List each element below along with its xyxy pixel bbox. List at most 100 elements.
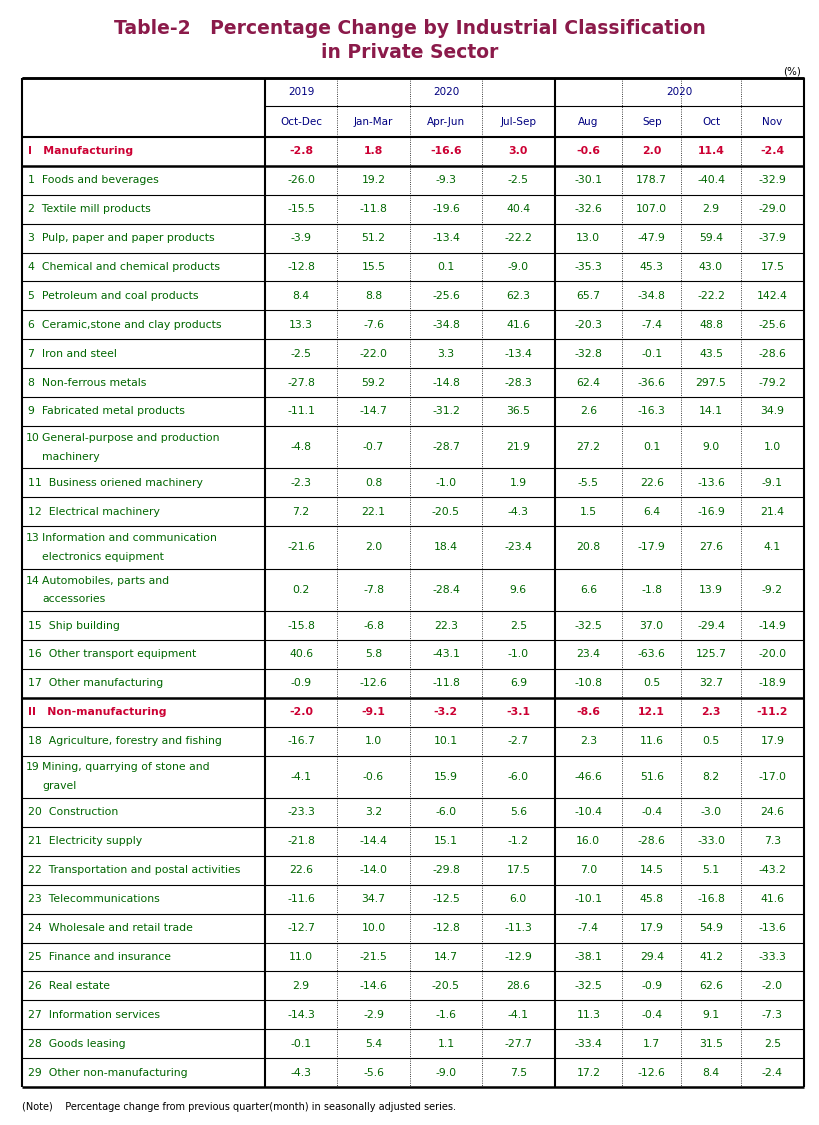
- Text: -9.3: -9.3: [436, 176, 456, 186]
- Text: 2020: 2020: [432, 87, 459, 97]
- Text: -5.5: -5.5: [578, 478, 599, 488]
- Text: 8.2: 8.2: [703, 772, 720, 782]
- Text: -29.8: -29.8: [432, 865, 459, 875]
- Text: 8.4: 8.4: [292, 291, 310, 300]
- Text: 17.5: 17.5: [506, 865, 531, 875]
- Text: 1.0: 1.0: [763, 442, 781, 452]
- Text: 36.5: 36.5: [506, 406, 531, 416]
- Text: Nov: Nov: [762, 117, 782, 127]
- Text: Automobiles, parts and: Automobiles, parts and: [42, 576, 170, 585]
- Text: -14.0: -14.0: [360, 865, 387, 875]
- Text: -0.1: -0.1: [291, 1038, 311, 1048]
- Text: -2.8: -2.8: [289, 146, 313, 156]
- Text: 1.1: 1.1: [437, 1038, 455, 1048]
- Text: 45.8: 45.8: [640, 894, 663, 904]
- Text: 54.9: 54.9: [699, 924, 723, 933]
- Text: 23  Telecommunications: 23 Telecommunications: [28, 894, 160, 904]
- Text: -32.6: -32.6: [574, 205, 602, 214]
- Text: -4.1: -4.1: [508, 1010, 529, 1019]
- Text: 11.3: 11.3: [577, 1010, 600, 1019]
- Text: -7.4: -7.4: [641, 319, 663, 330]
- Text: -27.8: -27.8: [287, 378, 315, 388]
- Text: -0.4: -0.4: [641, 808, 663, 818]
- Text: 32.7: 32.7: [699, 678, 723, 688]
- Text: Aug: Aug: [578, 117, 599, 127]
- Text: 22.1: 22.1: [361, 506, 386, 516]
- Text: 14.5: 14.5: [640, 865, 663, 875]
- Text: 2.9: 2.9: [292, 981, 310, 991]
- Text: 31.5: 31.5: [699, 1038, 723, 1048]
- Text: -0.9: -0.9: [291, 678, 311, 688]
- Text: 2.5: 2.5: [509, 621, 527, 630]
- Text: 17.9: 17.9: [640, 924, 663, 933]
- Text: -5.6: -5.6: [363, 1068, 384, 1078]
- Text: 21  Electricity supply: 21 Electricity supply: [28, 836, 143, 846]
- Text: -37.9: -37.9: [758, 233, 786, 243]
- Text: 29  Other non-manufacturing: 29 Other non-manufacturing: [28, 1068, 188, 1078]
- Text: -36.6: -36.6: [638, 378, 666, 388]
- Text: 2  Textile mill products: 2 Textile mill products: [28, 205, 151, 214]
- Text: -34.8: -34.8: [432, 319, 459, 330]
- Text: -19.6: -19.6: [432, 205, 459, 214]
- Text: 22.6: 22.6: [640, 478, 663, 488]
- Text: 7  Iron and steel: 7 Iron and steel: [28, 349, 117, 359]
- Text: -16.6: -16.6: [430, 146, 462, 156]
- Text: 0.8: 0.8: [364, 478, 382, 488]
- Text: 45.3: 45.3: [640, 262, 663, 272]
- Text: -35.3: -35.3: [574, 262, 602, 272]
- Text: -18.9: -18.9: [758, 678, 786, 688]
- Text: -13.4: -13.4: [505, 349, 532, 359]
- Text: 51.2: 51.2: [361, 233, 386, 243]
- Text: 0.2: 0.2: [292, 585, 310, 595]
- Text: 24.6: 24.6: [760, 808, 785, 818]
- Text: -26.0: -26.0: [287, 176, 315, 186]
- Text: 1.5: 1.5: [580, 506, 597, 516]
- Text: -0.6: -0.6: [577, 146, 600, 156]
- Text: -47.9: -47.9: [638, 233, 666, 243]
- Text: 28.6: 28.6: [506, 981, 531, 991]
- Text: 178.7: 178.7: [636, 176, 667, 186]
- Text: 62.6: 62.6: [699, 981, 723, 991]
- Text: Information and communication: Information and communication: [42, 533, 217, 543]
- Text: 2.9: 2.9: [703, 205, 720, 214]
- Text: 13.9: 13.9: [699, 585, 723, 595]
- Text: 23.4: 23.4: [577, 649, 600, 659]
- Text: 41.6: 41.6: [506, 319, 531, 330]
- Text: 12.1: 12.1: [638, 708, 665, 718]
- Text: 125.7: 125.7: [695, 649, 726, 659]
- Text: 10.0: 10.0: [361, 924, 386, 933]
- Text: 13.3: 13.3: [289, 319, 313, 330]
- Text: 17  Other manufacturing: 17 Other manufacturing: [28, 678, 163, 688]
- Text: -9.1: -9.1: [361, 708, 386, 718]
- Text: 2.3: 2.3: [580, 736, 597, 746]
- Text: -16.9: -16.9: [697, 506, 725, 516]
- Text: 8.4: 8.4: [703, 1068, 720, 1078]
- Text: Sep: Sep: [642, 117, 662, 127]
- Text: -20.5: -20.5: [432, 506, 460, 516]
- Text: 2020: 2020: [666, 87, 692, 97]
- Text: 3.2: 3.2: [365, 808, 382, 818]
- Text: -46.6: -46.6: [574, 772, 602, 782]
- Text: 28  Goods leasing: 28 Goods leasing: [28, 1038, 125, 1048]
- Text: 11.0: 11.0: [289, 952, 313, 962]
- Text: 6.9: 6.9: [509, 678, 527, 688]
- Text: 2.0: 2.0: [364, 542, 382, 552]
- Text: -15.8: -15.8: [287, 621, 315, 630]
- Text: 5.4: 5.4: [365, 1038, 382, 1048]
- Text: -2.9: -2.9: [363, 1010, 384, 1019]
- Text: 5.1: 5.1: [703, 865, 720, 875]
- Text: -28.3: -28.3: [505, 378, 532, 388]
- Text: 16.0: 16.0: [577, 836, 600, 846]
- Text: 10.1: 10.1: [434, 736, 458, 746]
- Text: 6.4: 6.4: [643, 506, 660, 516]
- Text: 27.2: 27.2: [577, 442, 600, 452]
- Text: -14.6: -14.6: [360, 981, 387, 991]
- Text: General-purpose and production: General-purpose and production: [42, 433, 219, 443]
- Text: -17.9: -17.9: [638, 542, 666, 552]
- Text: -28.6: -28.6: [758, 349, 786, 359]
- Text: -20.5: -20.5: [432, 981, 460, 991]
- Text: -16.7: -16.7: [287, 736, 315, 746]
- Text: 43.5: 43.5: [699, 349, 723, 359]
- Text: 6  Ceramic,stone and clay products: 6 Ceramic,stone and clay products: [28, 319, 221, 330]
- Text: -0.7: -0.7: [363, 442, 384, 452]
